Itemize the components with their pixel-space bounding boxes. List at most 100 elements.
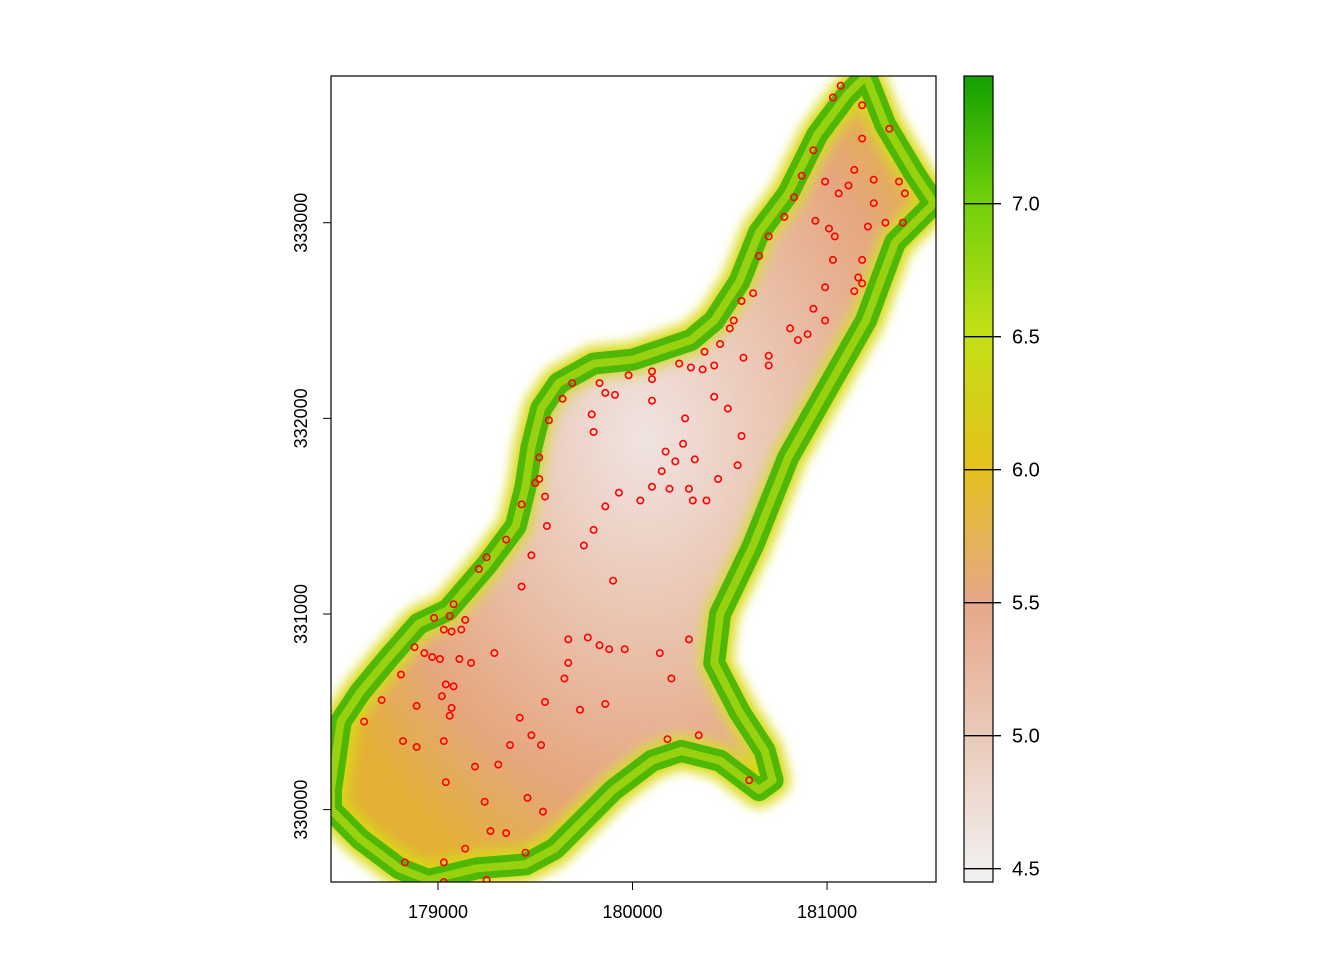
sample-point — [869, 175, 878, 184]
sample-point — [828, 93, 837, 102]
sample-point — [439, 737, 448, 746]
sample-point — [764, 232, 773, 241]
sample-point — [793, 336, 802, 345]
sample-point — [655, 649, 664, 658]
sample-point — [620, 645, 629, 654]
sample-point — [558, 394, 567, 403]
sample-point — [609, 576, 618, 585]
sample-point — [540, 697, 549, 706]
sample-point — [809, 304, 818, 313]
sample-point — [583, 633, 592, 642]
sample-point — [665, 484, 674, 493]
sample-point — [535, 453, 544, 462]
sample-point — [455, 654, 464, 663]
sample-point — [764, 361, 773, 370]
color-legend: 4.5 5.0 5.5 6.0 6.5 7.0 — [963, 75, 1040, 883]
raster-core — [331, 76, 936, 882]
sample-point — [850, 287, 859, 296]
sample-point — [636, 496, 645, 505]
legend-tick-label: 4.5 — [1012, 859, 1040, 881]
sample-point — [885, 124, 894, 133]
sample-point — [601, 388, 610, 397]
sample-point — [749, 289, 758, 298]
sample-point — [894, 177, 903, 186]
sample-point — [881, 218, 890, 227]
sample-point — [439, 858, 448, 867]
sample-point — [647, 396, 656, 405]
legend-tick-label: 5.5 — [1012, 593, 1040, 615]
sample-point — [675, 359, 684, 368]
sample-point — [505, 741, 514, 750]
sample-point — [412, 701, 421, 710]
sample-point — [502, 535, 511, 544]
y-tick-label: 332000 — [291, 388, 311, 448]
sample-point — [537, 741, 546, 750]
sample-point — [824, 224, 833, 233]
sample-point — [844, 181, 853, 190]
sample-point — [684, 635, 693, 644]
sample-point — [858, 279, 867, 288]
sample-point — [679, 439, 688, 448]
sample-point — [470, 762, 479, 771]
sample-point — [786, 324, 795, 333]
sample-point — [445, 711, 454, 720]
sample-point — [667, 674, 676, 683]
sample-point — [441, 778, 450, 787]
sample-point — [661, 447, 670, 456]
sample-point — [716, 339, 725, 348]
sample-point — [834, 189, 843, 198]
y-tick-label: 330000 — [291, 780, 311, 840]
sample-point — [854, 273, 863, 282]
sample-point — [502, 829, 511, 838]
sample-point — [647, 482, 656, 491]
sample-point — [589, 525, 598, 534]
sample-point — [523, 793, 532, 802]
sample-point — [461, 615, 470, 624]
sample-point — [439, 625, 448, 634]
sample-point — [809, 146, 818, 155]
x-axis: 179000 180000 181000 — [408, 881, 857, 922]
sample-point — [486, 827, 495, 836]
sample-point — [663, 735, 672, 744]
sample-point — [605, 645, 614, 654]
sample-point — [702, 496, 711, 505]
sample-point — [517, 500, 526, 509]
sample-point — [694, 731, 703, 740]
sample-point — [789, 193, 798, 202]
sample-point — [564, 658, 573, 667]
y-tick-label: 331000 — [291, 584, 311, 644]
sample-point — [542, 521, 551, 530]
sample-point — [754, 252, 763, 261]
sample-point — [589, 427, 598, 436]
sample-point — [564, 635, 573, 644]
sample-point — [527, 551, 536, 560]
sample-point — [811, 216, 820, 225]
sample-point — [737, 296, 746, 305]
sample-point — [435, 654, 444, 663]
sample-points — [360, 81, 909, 882]
sample-point — [538, 807, 547, 816]
sample-point — [828, 255, 837, 264]
sample-point — [595, 379, 604, 388]
sample-point — [398, 737, 407, 746]
legend-tick-label: 6.5 — [1012, 327, 1040, 349]
sample-point — [412, 742, 421, 751]
sample-point — [858, 255, 867, 264]
sample-point — [430, 613, 439, 622]
sample-point — [482, 553, 491, 562]
legend-colorbar — [963, 75, 994, 883]
sample-point — [803, 330, 812, 339]
sample-point — [821, 283, 830, 292]
sample-point — [445, 611, 454, 620]
sample-point — [725, 324, 734, 333]
sample-point — [579, 541, 588, 550]
x-tick-label: 180000 — [602, 902, 662, 922]
sample-point — [657, 467, 666, 476]
sample-point — [869, 199, 878, 208]
sample-point — [587, 410, 596, 419]
sample-point — [480, 797, 489, 806]
sample-point — [535, 474, 544, 483]
sample-point — [428, 652, 437, 661]
sample-point — [821, 316, 830, 325]
